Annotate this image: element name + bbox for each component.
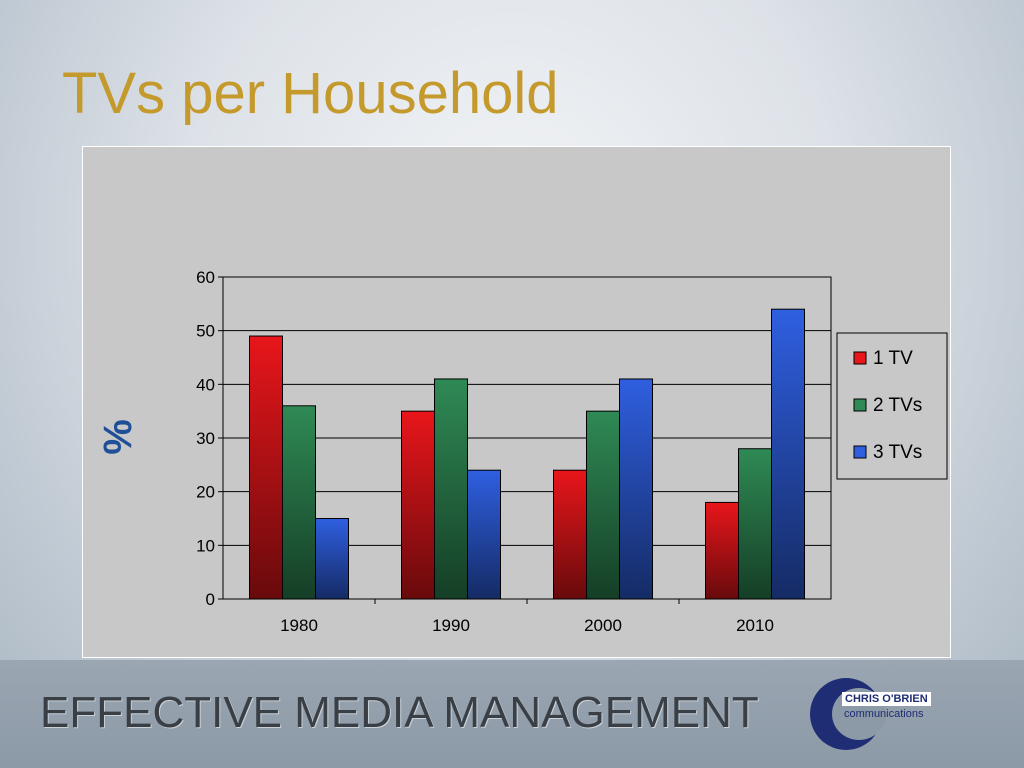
y-tick-label: 50 <box>196 322 215 341</box>
bar-1-tv-2000 <box>553 469 587 600</box>
legend-swatch <box>853 445 867 459</box>
legend-label: 2 TVs <box>873 395 922 416</box>
slide-title: TVs per Household <box>62 61 559 126</box>
bar-2-tvs-2000 <box>586 410 620 600</box>
bar-3-tvs-1980 <box>315 518 349 600</box>
legend-swatch <box>853 398 867 412</box>
chart-frame: 0 10 20 30 40 50 60 1980 1990 2000 2010 % 1 TV 2 T… <box>82 146 951 658</box>
y-tick-label: 40 <box>196 375 215 394</box>
logo-subtitle: communications <box>844 708 924 720</box>
x-tick-label: 1990 <box>432 616 470 635</box>
y-tick-label: 60 <box>196 268 215 287</box>
footer-bar: EFFECTIVE MEDIA MANAGEMENT CHRIS O'BRIEN… <box>0 660 1024 768</box>
bar-3-tvs-1990 <box>467 469 501 600</box>
bar-1-tv-1980 <box>249 335 283 600</box>
bar-1-tv-1990 <box>401 410 435 600</box>
bar-2-tvs-1980 <box>282 405 316 600</box>
legend-label: 1 TV <box>873 348 913 369</box>
y-tick-label: 30 <box>196 429 215 448</box>
y-axis-label: % <box>96 419 140 455</box>
legend-swatch <box>853 351 867 365</box>
y-tick-label: 0 <box>206 590 215 609</box>
legend-label: 3 TVs <box>873 442 922 463</box>
logo-name: CHRIS O'BRIEN <box>842 692 931 706</box>
bar-3-tvs-2000 <box>619 378 653 600</box>
bar-chart: 0 10 20 30 40 50 60 1980 1990 2000 2010 % 1 TV 2 T… <box>96 268 948 635</box>
bar-3-tvs-2010 <box>771 308 805 600</box>
bar-2-tvs-1990 <box>434 378 468 600</box>
y-tick-label: 10 <box>196 536 215 555</box>
x-tick-label: 2010 <box>736 616 774 635</box>
x-tick-label: 1980 <box>280 616 318 635</box>
y-tick-label: 20 <box>196 483 215 502</box>
bar-1-tv-2010 <box>705 501 739 600</box>
company-logo: CHRIS O'BRIEN communications <box>810 674 940 758</box>
x-tick-label: 2000 <box>584 616 622 635</box>
bar-2-tvs-2010 <box>738 448 772 600</box>
footer-title: EFFECTIVE MEDIA MANAGEMENT <box>40 688 759 737</box>
